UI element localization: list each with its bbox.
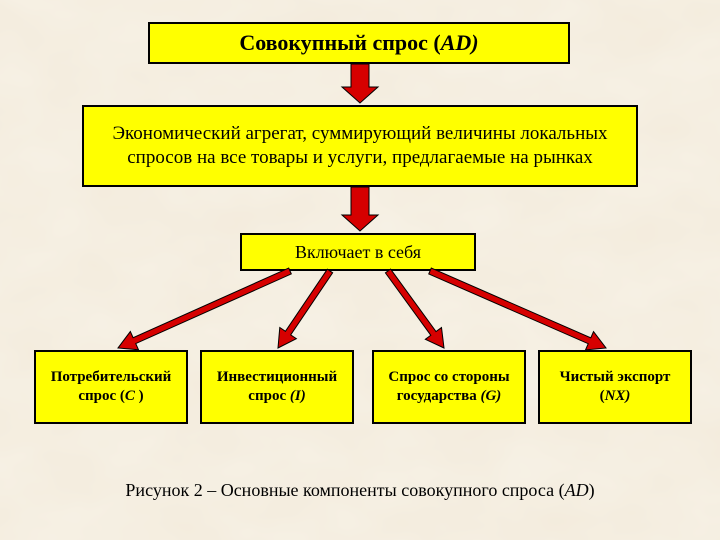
arrow-incl-c [118, 268, 291, 350]
node-includes: Включает в себя [240, 233, 476, 271]
node-title: Совокупный спрос (AD) [148, 22, 570, 64]
node-government-demand: Спрос со стороны государства (G) [372, 350, 526, 424]
figure-caption: Рисунок 2 – Основные компоненты совокупн… [0, 480, 720, 501]
arrow-incl-i [278, 269, 333, 348]
node-consumer-demand: Потребительский спрос (С ) [34, 350, 188, 424]
node-investment-demand: Инвестиционный спрос (I) [200, 350, 354, 424]
arrow-incl-g [385, 269, 444, 348]
node-net-export: Чистый экспорт (NX) [538, 350, 692, 424]
arrow-title-def [342, 64, 378, 103]
arrow-incl-nx [429, 268, 606, 350]
arrow-def-incl [342, 187, 378, 231]
node-definition: Экономический агрегат, суммирующий велич… [82, 105, 638, 187]
